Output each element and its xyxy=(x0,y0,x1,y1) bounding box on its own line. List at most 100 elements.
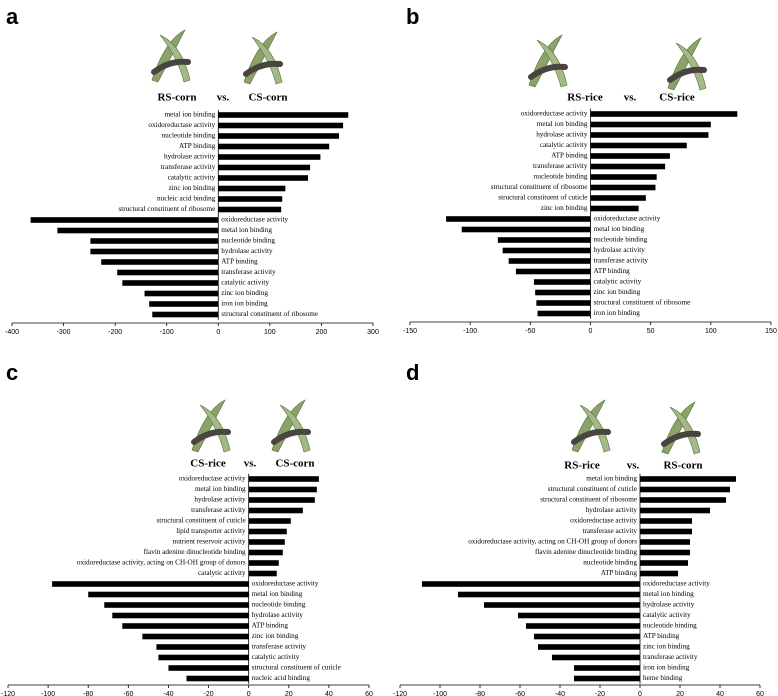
bar xyxy=(158,654,249,661)
bar xyxy=(640,570,678,577)
x-tick-label: -150 xyxy=(403,328,417,335)
bar xyxy=(218,185,286,192)
category-label: nucleotide binding xyxy=(643,622,697,630)
x-tick-label: -200 xyxy=(108,329,122,336)
category-label: ATP binding xyxy=(601,569,638,577)
x-tick-label: -60 xyxy=(515,691,525,696)
category-label: transferase activity xyxy=(161,163,216,171)
bar xyxy=(218,196,283,202)
left-title: RS-corn xyxy=(157,92,196,104)
larva xyxy=(151,58,191,75)
bar xyxy=(248,539,285,545)
bar xyxy=(590,111,738,117)
category-label: ATP binding xyxy=(179,142,216,150)
category-label: hydrolase activity xyxy=(194,496,246,504)
category-label: nucleic acid binding xyxy=(157,195,216,203)
illustration xyxy=(271,399,311,453)
bar xyxy=(590,184,656,191)
left-title: RS-rice xyxy=(564,460,600,472)
category-label: transferase activity xyxy=(533,162,588,170)
category-label: flavin adenine dinucleotide binding xyxy=(535,548,637,556)
bar xyxy=(248,570,277,577)
panel: d RS-rice vs. RS-corn metal ion binding struc… xyxy=(393,360,764,696)
category-label: transferase activity xyxy=(252,643,307,651)
panel-label: c xyxy=(6,360,18,385)
bar xyxy=(117,269,219,276)
bar xyxy=(515,268,591,275)
x-tick-label: -20 xyxy=(203,691,213,696)
category-label: transferase activity xyxy=(221,268,276,276)
category-label: zinc ion binding xyxy=(169,184,216,192)
category-label: nucleic acid binding xyxy=(252,674,311,682)
category-label: nucleotide binding xyxy=(162,132,216,140)
category-label: iron ion binding xyxy=(221,300,268,308)
bar xyxy=(248,528,287,535)
bar xyxy=(590,195,646,201)
category-label: structural constituent of cuticle xyxy=(252,664,341,672)
bar xyxy=(590,132,709,138)
panel: b RS-rice vs. CS-rice oxidoreductase activit… xyxy=(403,4,777,335)
bar xyxy=(218,112,349,118)
x-tick-label: 0 xyxy=(589,328,593,335)
category-label: ATP binding xyxy=(551,152,588,160)
bar xyxy=(248,549,283,556)
panel-label: a xyxy=(6,4,19,29)
category-label: nucleotide binding xyxy=(534,173,588,181)
left-title: CS-rice xyxy=(190,458,226,470)
category-label: metal ion binding xyxy=(643,590,694,598)
category-label: nucleotide binding xyxy=(252,601,306,609)
bar xyxy=(101,259,219,265)
category-label: catalytic activity xyxy=(643,611,691,619)
bar xyxy=(144,290,219,297)
category-label: transferase activity xyxy=(191,506,246,514)
x-tick-label: 20 xyxy=(676,691,684,696)
x-tick-label: -80 xyxy=(83,691,93,696)
bar xyxy=(534,633,640,640)
category-label: catalytic activity xyxy=(198,569,246,577)
x-tick-label: -40 xyxy=(163,691,173,696)
bar xyxy=(248,560,279,566)
larva xyxy=(571,428,611,445)
bar xyxy=(518,612,640,619)
bar xyxy=(574,665,640,671)
x-tick-label: -20 xyxy=(595,691,605,696)
category-label: hydrolase activity xyxy=(594,246,646,254)
category-label: catalytic activity xyxy=(221,279,269,287)
bar xyxy=(218,143,330,150)
category-label: hydrolase activity xyxy=(221,247,273,255)
x-tick-label: 60 xyxy=(365,691,373,696)
x-tick-label: 0 xyxy=(216,329,220,336)
illustration xyxy=(571,399,611,453)
bar xyxy=(122,280,219,286)
bar xyxy=(248,476,319,482)
panel: a RS-corn vs. CS-corn metal ion binding oxido… xyxy=(5,4,379,336)
category-label: iron ion binding xyxy=(594,309,641,317)
category-label: structural constituent of cuticle xyxy=(498,194,587,202)
category-label: oxidoreductase activity, acting on CH-OH… xyxy=(77,559,246,567)
category-label: nucleotide binding xyxy=(594,236,648,244)
bar xyxy=(640,518,692,524)
bar xyxy=(574,675,640,682)
bar xyxy=(590,163,666,170)
larva xyxy=(271,428,311,445)
bar xyxy=(640,497,726,503)
larva xyxy=(191,428,231,445)
category-label: structural constituent of cuticle xyxy=(156,517,245,525)
bar xyxy=(248,518,291,524)
x-tick-label: 0 xyxy=(638,691,642,696)
bar xyxy=(640,476,736,482)
category-label: structural constituent of ribosome xyxy=(540,496,637,504)
bar xyxy=(218,154,321,160)
x-tick-label: 20 xyxy=(285,691,293,696)
bar xyxy=(88,591,249,598)
category-label: catalytic activity xyxy=(168,174,216,182)
bar xyxy=(186,675,249,682)
category-label: catalytic activity xyxy=(252,653,300,661)
category-label: oxidoreductase activity xyxy=(570,517,637,525)
x-tick-label: -300 xyxy=(57,329,71,336)
category-label: metal ion binding xyxy=(252,590,303,598)
category-label: hydrolase activity xyxy=(164,153,216,161)
bar xyxy=(461,226,591,233)
bar xyxy=(218,122,344,129)
x-tick-label: -100 xyxy=(41,691,55,696)
